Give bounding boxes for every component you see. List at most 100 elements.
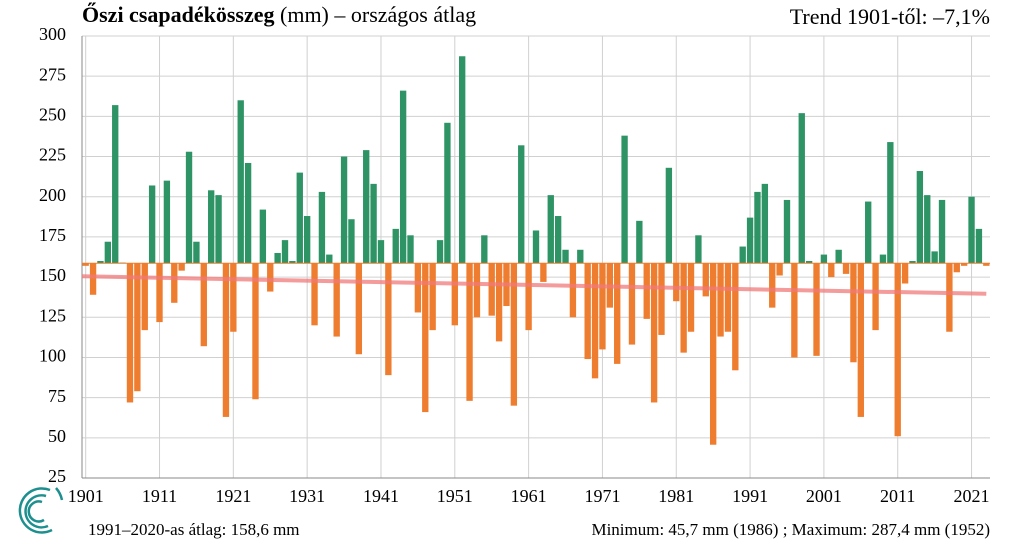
bar <box>141 263 148 331</box>
bar <box>473 263 481 318</box>
bar <box>340 156 348 264</box>
bar <box>709 263 717 445</box>
bar <box>599 263 606 350</box>
bar <box>680 263 687 353</box>
bar <box>422 263 429 413</box>
bar <box>459 56 466 264</box>
bar <box>547 195 554 264</box>
bar <box>983 263 990 266</box>
bar <box>392 228 399 264</box>
bar <box>857 263 864 417</box>
bar <box>156 263 163 323</box>
bar <box>960 263 968 266</box>
x-tick-label: 1911 <box>142 486 177 506</box>
bar <box>975 228 983 264</box>
chart-title: Őszi csapadékösszeg <box>82 2 275 27</box>
bar <box>215 195 222 264</box>
bar <box>946 263 953 332</box>
bar <box>318 191 326 264</box>
bar <box>171 263 178 303</box>
bar <box>783 199 791 264</box>
y-tick-label: 125 <box>39 305 66 325</box>
bar <box>525 263 532 331</box>
bar <box>658 263 665 335</box>
x-tick-label: 2001 <box>806 486 842 506</box>
bar <box>532 230 540 264</box>
x-tick-label: 2011 <box>880 486 915 506</box>
bar <box>569 263 577 318</box>
bar <box>289 261 296 264</box>
bar <box>791 263 798 358</box>
bar <box>739 246 746 264</box>
bar <box>126 263 134 403</box>
x-tick-label: 1941 <box>363 486 399 506</box>
y-tick-label: 100 <box>39 346 66 366</box>
bar <box>399 90 407 264</box>
bar <box>252 263 259 400</box>
bar <box>887 142 894 264</box>
bar <box>931 251 938 264</box>
bar <box>761 183 769 264</box>
bar <box>230 263 237 332</box>
bar <box>724 263 732 332</box>
bar <box>326 254 333 264</box>
x-tick-label: 1931 <box>289 486 325 506</box>
chart-subtitle: (mm) – országos átlag <box>275 2 477 27</box>
bar <box>185 151 193 264</box>
bar <box>281 240 289 264</box>
bar <box>909 261 916 264</box>
bar <box>540 263 547 282</box>
bar <box>429 263 436 331</box>
chart-title-line: Őszi csapadékösszeg (mm) – országos átla… <box>82 2 476 27</box>
bar <box>200 263 207 347</box>
bar <box>259 209 267 264</box>
bar <box>267 263 274 292</box>
logo <box>18 487 64 534</box>
y-tick-label: 250 <box>39 104 66 124</box>
bar <box>879 254 887 264</box>
bar <box>348 219 355 264</box>
x-tick-label: 1991 <box>732 486 768 506</box>
bar <box>488 263 495 316</box>
y-tick-label: 200 <box>39 185 66 205</box>
bar <box>916 171 924 264</box>
bar <box>636 220 643 264</box>
bar <box>274 252 281 264</box>
bar <box>872 263 879 331</box>
x-tick-label: 1901 <box>68 486 104 506</box>
bar <box>687 263 695 332</box>
bar <box>451 263 458 326</box>
x-tick-label: 1961 <box>511 486 547 506</box>
bar <box>370 183 377 264</box>
bar <box>193 241 200 264</box>
bar <box>643 263 650 319</box>
bar <box>466 263 473 401</box>
bar <box>769 263 776 308</box>
bar <box>584 263 591 360</box>
bar <box>953 263 960 273</box>
y-tick-label: 25 <box>48 466 66 486</box>
bar <box>134 263 141 392</box>
bar <box>385 263 392 376</box>
bar <box>835 249 842 264</box>
bar <box>89 263 97 295</box>
bar <box>577 249 584 264</box>
bar <box>621 135 628 264</box>
bar <box>850 263 857 363</box>
bar <box>732 263 739 371</box>
bar <box>665 167 673 264</box>
bar <box>510 263 518 406</box>
bar <box>208 190 215 264</box>
bar <box>222 263 230 417</box>
bar <box>481 235 488 264</box>
bar <box>104 241 112 264</box>
x-tick-label: 1921 <box>215 486 251 506</box>
bar <box>702 263 709 297</box>
bar <box>562 249 569 264</box>
bar <box>798 113 805 264</box>
bar <box>554 216 562 264</box>
bar <box>355 263 363 355</box>
x-tick-label: 1951 <box>437 486 473 506</box>
bar <box>518 145 525 264</box>
